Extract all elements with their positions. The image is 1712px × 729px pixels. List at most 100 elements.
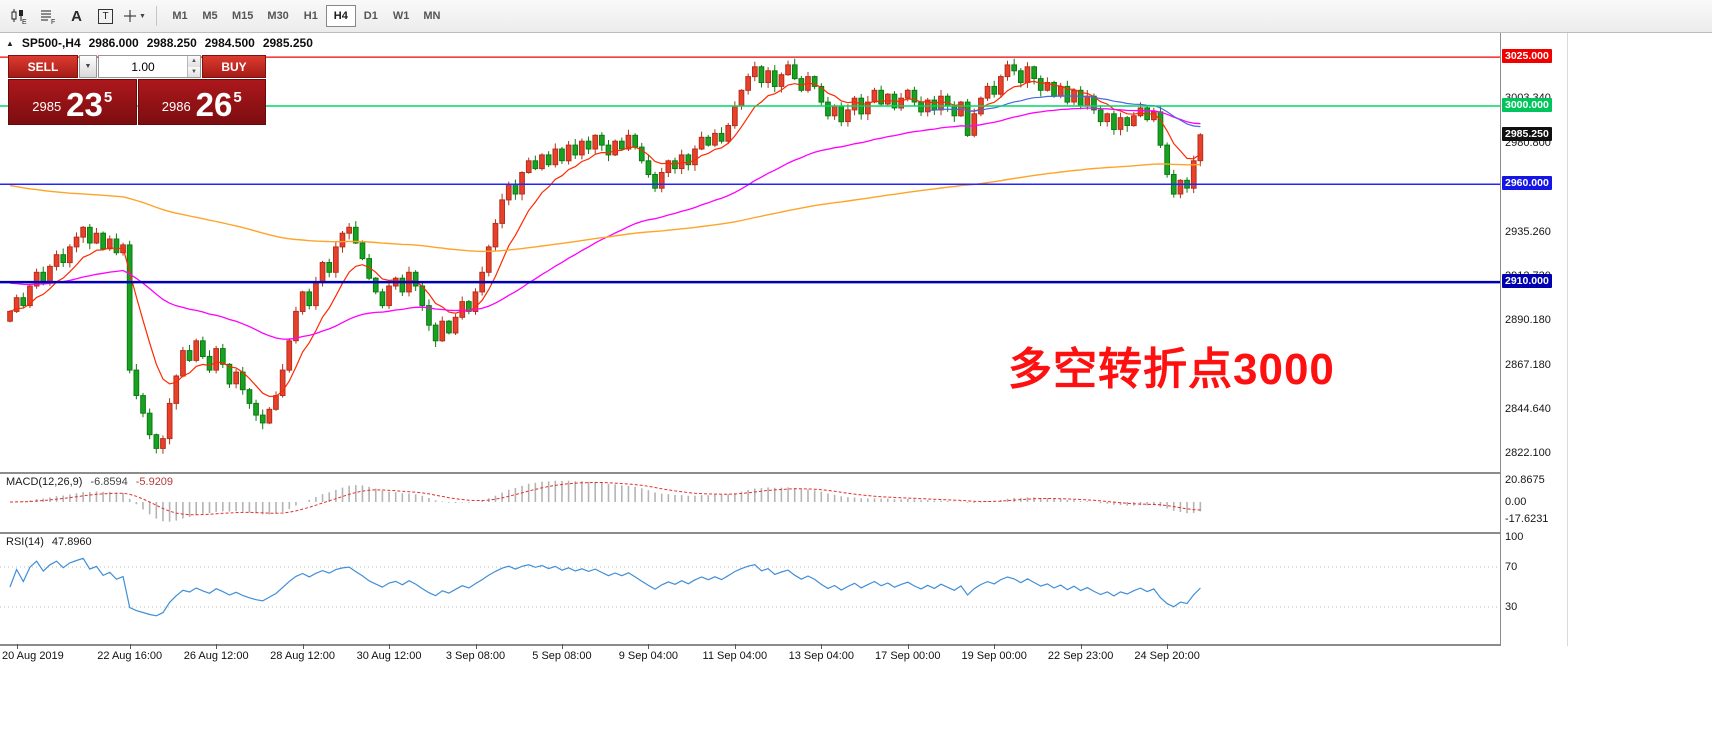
candlestick-chart-icon[interactable]: E bbox=[5, 4, 32, 28]
toolbar: E F A T ▼ M1 M5 M15 M30 H1 H4 D1 W1 MN bbox=[0, 0, 1712, 33]
time-label: 22 Aug 16:00 bbox=[97, 650, 163, 662]
price-axis[interactable]: 3003.3402980.8002935.2602912.7202890.180… bbox=[1500, 33, 1568, 646]
time-label: 13 Sep 04:00 bbox=[788, 650, 855, 662]
time-label: 20 Aug 2019 bbox=[2, 650, 64, 662]
ohlc-low: 2984.500 bbox=[204, 36, 255, 50]
volume-field-wrap: ▲ ▼ bbox=[98, 55, 201, 78]
one-click-trade-panel: SELL ▼ ▲ ▼ BUY 2985 23 5 2986 26 5 bbox=[8, 55, 266, 125]
macd-scale-label: -17.6231 bbox=[1505, 512, 1549, 525]
macd-scale-label: 0.00 bbox=[1505, 496, 1527, 508]
bid-prefix: 2985 bbox=[32, 99, 62, 114]
price-tick: 2935.260 bbox=[1505, 225, 1551, 238]
bid-quote-panel[interactable]: 2985 23 5 bbox=[8, 79, 137, 125]
annotate-letter-icon[interactable]: A bbox=[71, 7, 82, 25]
time-tick bbox=[129, 644, 131, 649]
ohlc-open: 2986.000 bbox=[88, 36, 139, 50]
time-label: 11 Sep 04:00 bbox=[702, 650, 768, 662]
bid-pip-digit: 5 bbox=[103, 89, 113, 106]
macd-header: MACD(12,26,9) -6.8594 -5.9209 bbox=[6, 476, 173, 488]
price-tick: 2867.180 bbox=[1505, 358, 1551, 371]
time-label: 17 Sep 00:00 bbox=[875, 650, 941, 662]
text-box-icon[interactable]: T bbox=[92, 4, 119, 28]
rsi-header: RSI(14) 47.8960 bbox=[6, 536, 92, 548]
volume-stepper: ▲ ▼ bbox=[187, 56, 200, 77]
time-label: 26 Aug 12:00 bbox=[183, 650, 249, 662]
time-axis[interactable]: 20 Aug 2019 22 Aug 16:00 26 Aug 12:00 28 Au… bbox=[0, 644, 1568, 664]
timeframe-w1[interactable]: W1 bbox=[392, 10, 410, 22]
rsi-scale-label: 100 bbox=[1505, 531, 1524, 543]
time-tick bbox=[561, 644, 563, 649]
toolbar-separator bbox=[156, 6, 157, 26]
price-badge: 3025.000 bbox=[1502, 49, 1552, 64]
time-tick bbox=[734, 644, 736, 649]
rsi-plot[interactable] bbox=[0, 534, 1500, 644]
time-tick bbox=[475, 644, 477, 649]
panel-splitter[interactable] bbox=[0, 472, 1568, 474]
timeframe-m15[interactable]: M15 bbox=[232, 10, 254, 22]
price-tick: 2822.100 bbox=[1505, 447, 1551, 460]
bid-big-digits: 23 bbox=[66, 85, 103, 123]
ohlc-high: 2988.250 bbox=[146, 36, 197, 50]
volume-input[interactable] bbox=[99, 56, 200, 77]
macd-scale-label: 20.8675 bbox=[1505, 474, 1545, 487]
time-tick bbox=[1167, 644, 1169, 649]
sell-button[interactable]: SELL bbox=[8, 55, 78, 78]
price-badge: 2910.000 bbox=[1502, 274, 1552, 289]
timeframe-group: M1 M5 M15 M30 H1 H4 D1 W1 MN bbox=[165, 5, 447, 27]
timeframe-m5[interactable]: M5 bbox=[202, 10, 218, 22]
timeframe-h4[interactable]: H4 bbox=[325, 5, 356, 27]
time-tick bbox=[16, 644, 18, 649]
macd-title: MACD(12,26,9) bbox=[6, 476, 83, 488]
time-tick bbox=[648, 644, 650, 649]
ask-prefix: 2986 bbox=[161, 99, 191, 114]
main-chart-panel: ▲ SP500-,H4 2986.000 2988.250 2984.500 2… bbox=[0, 33, 1500, 472]
time-tick bbox=[389, 644, 391, 649]
time-label: 30 Aug 12:00 bbox=[356, 650, 422, 662]
chart-header: ▲ SP500-,H4 2986.000 2988.250 2984.500 2… bbox=[6, 36, 313, 50]
text-box-glyph: T bbox=[98, 8, 113, 24]
rsi-scale-label: 30 bbox=[1505, 601, 1518, 613]
volume-dropdown-button[interactable]: ▼ bbox=[79, 55, 97, 78]
svg-text:E: E bbox=[22, 19, 27, 24]
ask-big-digits: 26 bbox=[195, 85, 233, 123]
time-tick bbox=[302, 644, 304, 649]
price-badge: 2960.000 bbox=[1502, 176, 1552, 191]
timeframe-d1[interactable]: D1 bbox=[363, 10, 378, 22]
timeframe-m1[interactable]: M1 bbox=[172, 10, 188, 22]
time-label: 22 Sep 23:00 bbox=[1047, 650, 1114, 662]
grid-lines-icon[interactable]: F bbox=[34, 4, 61, 28]
time-label: 19 Sep 00:00 bbox=[961, 650, 1027, 662]
macd-plot[interactable] bbox=[0, 474, 1500, 532]
chevron-down-icon: ▼ bbox=[84, 63, 92, 70]
time-tick bbox=[994, 644, 996, 649]
price-badge: 2985.250 bbox=[1502, 126, 1552, 141]
price-tick: 2844.640 bbox=[1505, 402, 1551, 415]
ask-quote-panel[interactable]: 2986 26 5 bbox=[137, 79, 266, 125]
dropdown-caret-icon: ▼ bbox=[139, 12, 146, 20]
timeframe-mn[interactable]: MN bbox=[423, 10, 441, 22]
panel-splitter[interactable] bbox=[0, 644, 1568, 646]
collapse-arrow-icon[interactable]: ▲ bbox=[6, 38, 14, 48]
ohlc-close: 2985.250 bbox=[262, 36, 313, 50]
macd-value: -6.8594 bbox=[90, 476, 128, 488]
timeframe-h1[interactable]: H1 bbox=[303, 10, 318, 22]
buy-button[interactable]: BUY bbox=[202, 55, 266, 78]
chart-annotation-text: 多空转折点3000 bbox=[1008, 345, 1335, 394]
stepper-up-icon[interactable]: ▲ bbox=[188, 56, 200, 67]
chart-symbol: SP500-,H4 bbox=[21, 36, 81, 50]
rsi-value: 47.8960 bbox=[51, 536, 92, 548]
time-tick bbox=[907, 644, 909, 649]
panel-splitter[interactable] bbox=[0, 532, 1568, 534]
rsi-scale-label: 70 bbox=[1505, 561, 1518, 573]
stepper-down-icon[interactable]: ▼ bbox=[188, 66, 200, 77]
time-tick bbox=[216, 644, 218, 649]
price-badge: 3000.000 bbox=[1502, 97, 1552, 112]
macd-panel: MACD(12,26,9) -6.8594 -5.9209 bbox=[0, 474, 1500, 532]
crosshair-cursor-icon[interactable]: ▼ bbox=[121, 4, 148, 28]
svg-text:F: F bbox=[51, 19, 55, 24]
time-tick bbox=[1080, 644, 1082, 649]
time-label: 9 Sep 04:00 bbox=[618, 650, 679, 662]
timeframe-m30[interactable]: M30 bbox=[267, 10, 289, 22]
time-label: 5 Sep 08:00 bbox=[532, 650, 592, 662]
rsi-panel: RSI(14) 47.8960 bbox=[0, 534, 1500, 644]
